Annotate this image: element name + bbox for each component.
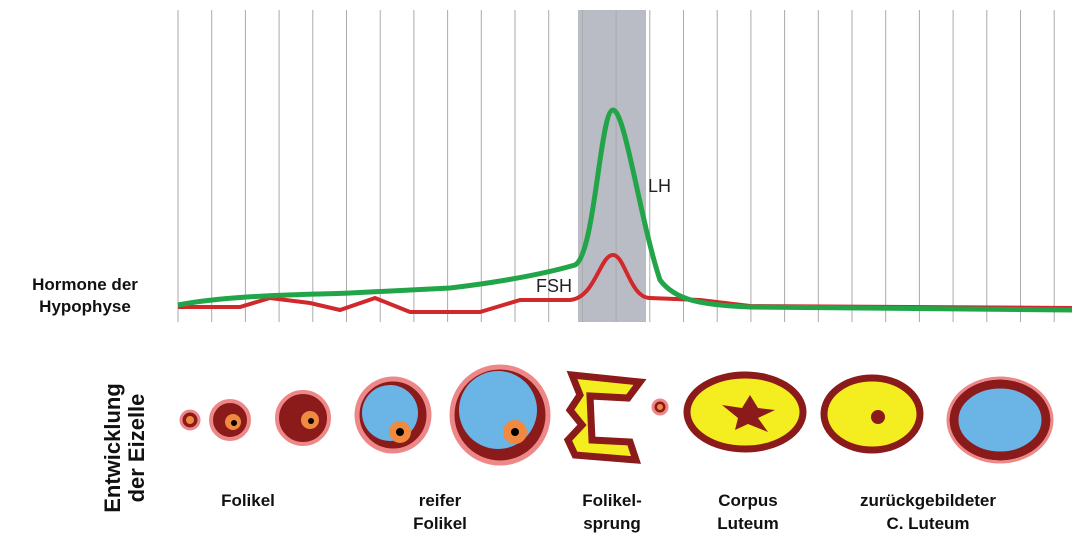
diagram: LH FSH Hormone derHypophyse Entwicklungd… xyxy=(0,0,1072,536)
stage-label: Folikel xyxy=(221,491,275,510)
follicles xyxy=(181,367,1052,463)
stage-label: Folikel-sprung xyxy=(582,491,642,533)
fsh-label: FSH xyxy=(536,276,572,296)
ovulation-band xyxy=(578,10,646,322)
lh-label: LH xyxy=(648,176,671,196)
eizelle-label: Entwicklungder Eizelle xyxy=(100,383,149,513)
grid xyxy=(178,10,1054,322)
